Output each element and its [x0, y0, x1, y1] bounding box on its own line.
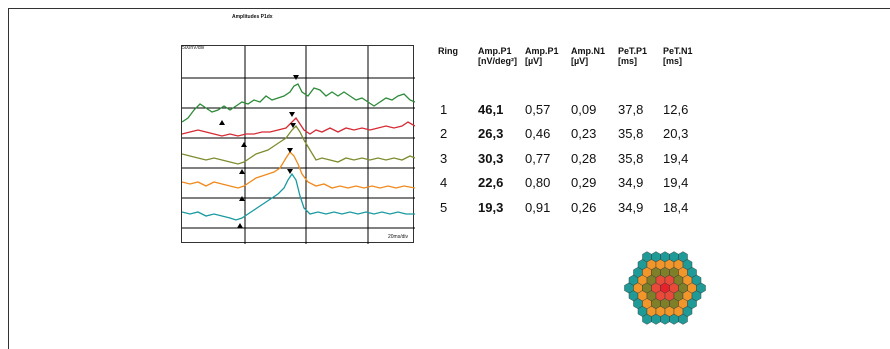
vertical-scale-label: 500nV/div — [182, 45, 205, 51]
marker-ring4-n1 — [287, 148, 293, 153]
trace-ring-2 — [182, 116, 415, 137]
col-header-amp-p1: Amp.P1 [µV] — [525, 46, 559, 66]
table-cell-pet-n1: 19,4 — [663, 175, 689, 190]
table-cell-amp-p1-density: 26,3 — [478, 126, 504, 141]
marker-ring5-n1 — [287, 169, 293, 174]
waveform-plot — [181, 45, 415, 244]
table-cell-ring: 2 — [440, 126, 448, 141]
table-cell-amp-p1-density: 30,3 — [478, 151, 504, 166]
report-title: Amplitudes P1dx — [232, 14, 273, 20]
table-cell-amp-p1-density: 22,6 — [478, 175, 504, 190]
table-cell-amp-p1: 0,46 — [525, 126, 551, 141]
table-cell-pet-n1: 12,6 — [663, 102, 689, 117]
marker-ring1-n1 — [293, 75, 299, 80]
table-cell-pet-p1: 37,8 — [618, 102, 644, 117]
col-header-ring: Ring — [438, 46, 458, 56]
table-cell-amp-p1-density: 46,1 — [478, 102, 504, 117]
col-header-pet-n1: PeT.N1 [ms] — [663, 46, 693, 66]
trace-ring-4 — [182, 150, 415, 189]
marker-ring3-p1 — [239, 169, 245, 174]
table-cell-amp-p1-density: 19,3 — [478, 200, 504, 215]
table-cell-amp-n1: 0,23 — [571, 126, 597, 141]
table-cell-amp-n1: 0,29 — [571, 175, 597, 190]
horizontal-scale-label: 20ms/div — [388, 234, 409, 240]
table-cell-pet-n1: 20,3 — [663, 126, 689, 141]
table-cell-ring: 4 — [440, 175, 448, 190]
table-cell-pet-n1: 19,4 — [663, 151, 689, 166]
trace-ring-1 — [182, 83, 415, 123]
marker-ring3-n1 — [290, 123, 296, 128]
marker-ring1-p1 — [219, 120, 225, 125]
table-cell-amp-n1: 0,28 — [571, 151, 597, 166]
table-cell-pet-n1: 18,4 — [663, 200, 689, 215]
hexagon-field-map — [615, 240, 715, 336]
table-cell-amp-p1: 0,80 — [525, 175, 551, 190]
marker-ring4-p1 — [239, 196, 245, 201]
table-cell-amp-p1: 0,77 — [525, 151, 551, 166]
table-cell-pet-p1: 35,8 — [618, 126, 644, 141]
col-header-amp-p1-density: Amp.P1 [nV/deg²] — [478, 46, 517, 66]
hexagon-field-svg — [624, 251, 706, 325]
table-cell-amp-n1: 0,09 — [571, 102, 597, 117]
trace-ring-3 — [182, 124, 415, 165]
trace-ring-5 — [182, 172, 415, 221]
table-cell-ring: 5 — [440, 200, 448, 215]
waveform-svg — [182, 46, 415, 244]
table-cell-amp-p1: 0,91 — [525, 200, 551, 215]
table-cell-amp-n1: 0,26 — [571, 200, 597, 215]
col-header-amp-n1: Amp.N1 [µV] — [571, 46, 606, 66]
table-cell-ring: 1 — [440, 102, 448, 117]
marker-ring2-p1 — [241, 142, 247, 147]
hexagon-cell — [696, 282, 706, 294]
table-cell-pet-p1: 34,9 — [618, 200, 644, 215]
report-frame — [8, 8, 890, 349]
table-cell-ring: 3 — [440, 151, 448, 166]
table-cell-amp-p1: 0,57 — [525, 102, 551, 117]
col-header-pet-p1: PeT.P1 [ms] — [618, 46, 648, 66]
marker-ring2-n1 — [289, 112, 295, 117]
marker-ring5-p1 — [237, 223, 243, 228]
table-cell-pet-p1: 35,8 — [618, 151, 644, 166]
table-cell-pet-p1: 34,9 — [618, 175, 644, 190]
